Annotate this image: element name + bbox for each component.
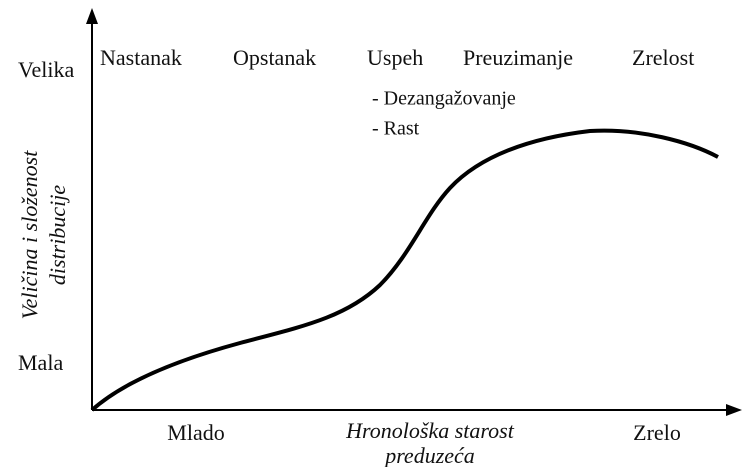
x-arrow — [726, 404, 742, 416]
x-title-line: Hronološka starost — [345, 418, 515, 443]
stage: Opstanak — [233, 45, 316, 70]
y-title: Veličina i složenost distribucije — [17, 150, 70, 320]
stage: Preuzimanje — [463, 45, 573, 70]
stage: Zrelost — [632, 45, 694, 70]
y-arrow — [86, 8, 98, 24]
sub-item: - Rast — [372, 118, 420, 140]
x-title-line: preduzeća — [383, 443, 475, 467]
x-low-label: Mlado — [167, 420, 224, 445]
y-title-line: Veličina i složenost — [17, 150, 42, 320]
stage: Uspeh — [367, 45, 423, 70]
y-title-line: distribucije — [45, 185, 70, 285]
stage: Nastanak — [100, 45, 182, 70]
x-high-label: Zrelo — [633, 420, 681, 445]
y-low-label: Mala — [18, 350, 63, 375]
growth-curve — [90, 128, 719, 412]
y-high-label: Velika — [18, 57, 74, 82]
sub-item: - Dezangažovanje — [372, 88, 516, 110]
